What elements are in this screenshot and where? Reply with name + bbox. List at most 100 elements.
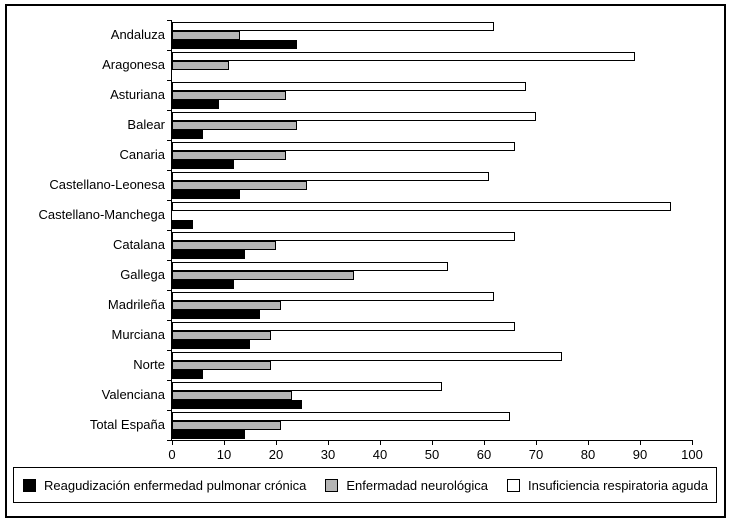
bar-enfermedad-neurologica (172, 151, 287, 160)
bar-insuficiencia-respiratoria-aguda (172, 322, 516, 331)
bar-insuficiencia-respiratoria-aguda (172, 292, 495, 301)
bar-enfermedad-neurologica (172, 241, 276, 250)
bar-enfermedad-neurologica (172, 61, 230, 70)
category-label-balear: Balear (127, 117, 165, 132)
category-row-andaluza (172, 20, 692, 50)
category-row-balear (172, 110, 692, 140)
category-label-murciana: Murciana (111, 327, 165, 342)
y-axis-tick (167, 140, 172, 141)
category-label-valenciana: Valenciana (101, 387, 165, 402)
y-axis-tick (167, 170, 172, 171)
category-label-castellano-leonesa: Castellano-Leonesa (49, 177, 165, 192)
bar-enfermedad-neurologica (172, 181, 308, 190)
y-axis-tick (167, 440, 172, 441)
category-labels: Andaluza Aragonesa Asturiana Balear Canaria C… (0, 20, 165, 440)
bar-insuficiencia-respiratoria-aguda (172, 82, 526, 91)
x-axis-tick-label: 40 (372, 447, 388, 462)
bar-enfermedad-neurologica (172, 421, 282, 430)
legend: Reagudización enfermedad pulmonar crónic… (13, 467, 717, 503)
x-axis-tick (692, 440, 693, 445)
x-axis-tick (432, 440, 433, 445)
category-row-total-espa-a (172, 410, 692, 440)
y-axis-tick (167, 110, 172, 111)
x-axis-tick-label: 100 (681, 447, 703, 462)
bar-enfermedad-neurologica (172, 121, 297, 130)
legend-item-reagudizacion-pulmonar-cronica: Reagudización enfermedad pulmonar crónic… (23, 478, 306, 493)
bar-insuficiencia-respiratoria-aguda (172, 262, 448, 271)
bar-enfermedad-neurologica (172, 31, 240, 40)
bar-enfermedad-neurologica (172, 271, 354, 280)
y-axis-tick (167, 230, 172, 231)
y-axis-tick (167, 350, 172, 351)
x-axis-tick-label: 80 (580, 447, 596, 462)
bar-insuficiencia-respiratoria-aguda (172, 232, 516, 241)
x-axis-tick-label: 30 (320, 447, 336, 462)
category-row-castellano-leonesa (172, 170, 692, 200)
y-axis-tick (167, 200, 172, 201)
bar-enfermedad-neurologica (172, 301, 282, 310)
category-label-catalana: Catalana (112, 237, 165, 252)
x-axis-tick-label: 0 (168, 447, 176, 462)
x-axis-tick (588, 440, 589, 445)
legend-label: Reagudización enfermedad pulmonar crónic… (44, 477, 307, 493)
bar-reagudizacion-pulmonar-cronica (172, 130, 204, 139)
bar-enfermedad-neurologica (172, 361, 271, 370)
y-axis-tick (167, 320, 172, 321)
bar-reagudizacion-pulmonar-cronica (172, 250, 245, 259)
bar-reagudizacion-pulmonar-cronica (172, 190, 240, 199)
x-axis-tick (484, 440, 485, 445)
bar-insuficiencia-respiratoria-aguda (172, 112, 536, 121)
bar-insuficiencia-respiratoria-aguda (172, 52, 635, 61)
legend-label: Insuficiencia respiratoria aguda (527, 477, 708, 493)
bar-reagudizacion-pulmonar-cronica (172, 100, 219, 109)
bar-insuficiencia-respiratoria-aguda (172, 22, 495, 31)
category-row-norte (172, 350, 692, 380)
plot-area: 0 10 20 30 40 50 60 70 80 90 100 (167, 20, 703, 462)
category-label-gallega: Gallega (120, 267, 165, 282)
bar-enfermedad-neurologica (172, 331, 271, 340)
x-axis-tick (536, 440, 537, 445)
category-label-canaria: Canaria (119, 147, 165, 162)
bar-insuficiencia-respiratoria-aguda (172, 142, 516, 151)
y-axis-tick (167, 410, 172, 411)
x-axis-tick-label: 70 (528, 447, 544, 462)
legend-swatch-insuficiencia-respiratoria-aguda (506, 478, 520, 492)
outer-frame (5, 4, 726, 518)
category-row-madrile-a (172, 290, 692, 320)
bar-insuficiencia-respiratoria-aguda (172, 412, 510, 421)
category-label-asturiana: Asturiana (110, 87, 165, 102)
category-label-aragonesa: Aragonesa (102, 57, 165, 72)
x-axis-tick (276, 440, 277, 445)
x-axis-tick (380, 440, 381, 445)
bar-insuficiencia-respiratoria-aguda (172, 352, 562, 361)
category-row-murciana (172, 320, 692, 350)
bar-reagudizacion-pulmonar-cronica (172, 400, 302, 409)
category-label-madrile-a: Madrileña (107, 297, 165, 312)
bar-insuficiencia-respiratoria-aguda (172, 382, 443, 391)
x-axis-tick (224, 440, 225, 445)
legend-swatch-enfermedad-neurologica (325, 478, 339, 492)
bar-reagudizacion-pulmonar-cronica (172, 310, 261, 319)
category-row-catalana (172, 230, 692, 260)
bar-reagudizacion-pulmonar-cronica (172, 340, 250, 349)
category-row-castellano-manchega (172, 200, 692, 230)
bar-insuficiencia-respiratoria-aguda (172, 172, 490, 181)
y-axis-tick (167, 290, 172, 291)
category-row-asturiana (172, 80, 692, 110)
bar-enfermedad-neurologica (172, 91, 287, 100)
y-axis-tick (167, 50, 172, 51)
category-row-gallega (172, 260, 692, 290)
bar-reagudizacion-pulmonar-cronica (172, 280, 235, 289)
x-axis-tick-label: 60 (476, 447, 492, 462)
x-axis-tick (640, 440, 641, 445)
category-row-aragonesa (172, 50, 692, 80)
x-axis-tick-label: 90 (632, 447, 648, 462)
category-row-valenciana (172, 380, 692, 410)
y-axis-tick (167, 380, 172, 381)
bar-reagudizacion-pulmonar-cronica (172, 370, 204, 379)
x-axis-tick-label: 10 (216, 447, 232, 462)
y-axis-tick (167, 20, 172, 21)
legend-item-enfermedad-neurologica: Enfermadad neurológica (325, 478, 488, 493)
category-label-castellano-manchega: Castellano-Manchega (38, 207, 165, 222)
